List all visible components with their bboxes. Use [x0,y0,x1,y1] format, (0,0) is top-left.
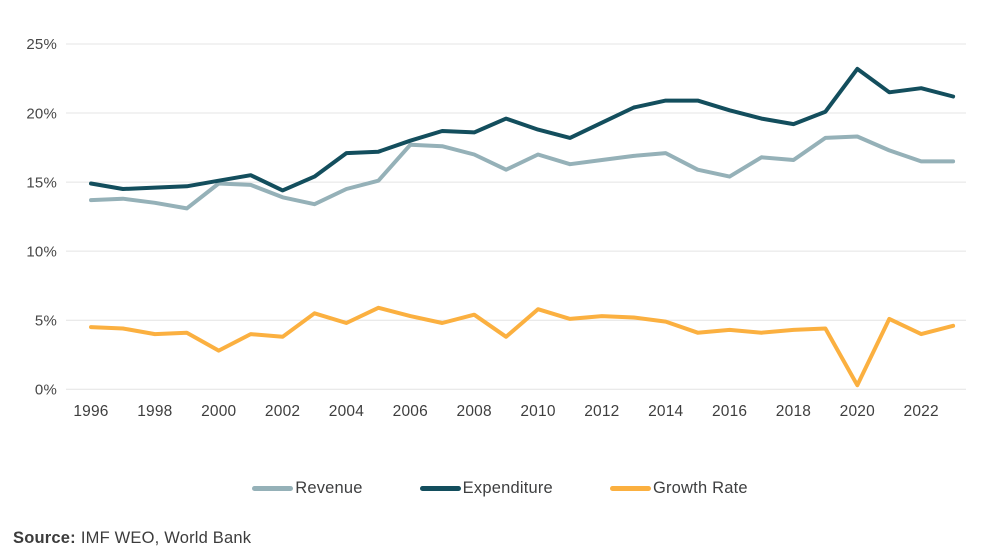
y-axis-label: 20% [26,105,57,122]
chart-legend: Revenue Expenditure Growth Rate [0,479,1000,498]
y-axis-label: 15% [26,174,57,191]
legend-swatch-revenue [252,486,294,491]
growth-rate-line [89,305,956,388]
x-axis-label: 2016 [712,403,747,420]
source-text: IMF WEO, World Bank [80,529,252,547]
x-axis-label: 2000 [201,403,236,420]
x-axis-label: 1998 [137,403,172,420]
x-axis-label: 2002 [265,403,300,420]
x-axis-label: 2018 [776,403,811,420]
legend-swatch-growth-rate [609,486,651,491]
y-axis-label: 10% [26,243,57,260]
y-axis-label: 0% [35,382,57,399]
legend-swatch-expenditure [419,486,461,491]
chart-svg: 0% 5% 10% 15% 20% 25% 1996 1998 2000 2002 2004 2006… [26,36,966,420]
legend-label-growth-rate: Growth Rate [652,479,748,497]
x-axis-label: 2010 [520,403,555,420]
x-axis-label: 2012 [584,403,619,420]
source-note: Source: IMF WEO, World Bank [13,529,251,548]
x-axis-label: 2004 [329,403,364,420]
y-axis-label: 5% [35,312,57,329]
x-axis-label: 2008 [457,403,492,420]
x-axis-label: 2022 [904,403,939,420]
source-label: Source: [13,529,76,547]
legend-label-expenditure: Expenditure [462,479,553,497]
x-axis-label: 2006 [393,403,428,420]
legend-item-growth-rate: Growth Rate [609,479,748,498]
legend-item-revenue: Revenue [252,479,362,498]
x-axis-label: 1996 [73,403,108,420]
legend-item-expenditure: Expenditure [419,479,553,498]
legend-label-revenue: Revenue [295,479,363,497]
revenue-line [89,134,956,211]
y-axis-label: 25% [26,36,57,53]
expenditure-line [89,66,956,193]
x-axis-label: 2014 [648,403,683,420]
x-axis-label: 2020 [840,403,875,420]
